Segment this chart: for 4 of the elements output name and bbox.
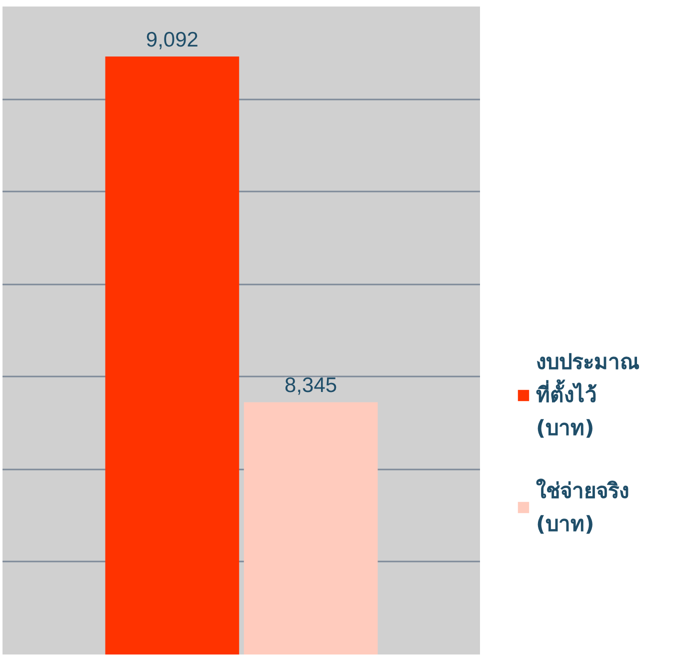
data-label: 8,345 bbox=[284, 374, 338, 398]
legend-label: ใช่จ่ายจริง (บาท) bbox=[536, 478, 629, 538]
data-label: 9,092 bbox=[146, 28, 198, 52]
legend-label: งบประมาณ ที่ตั้งไว้ (บาท) bbox=[536, 349, 639, 442]
